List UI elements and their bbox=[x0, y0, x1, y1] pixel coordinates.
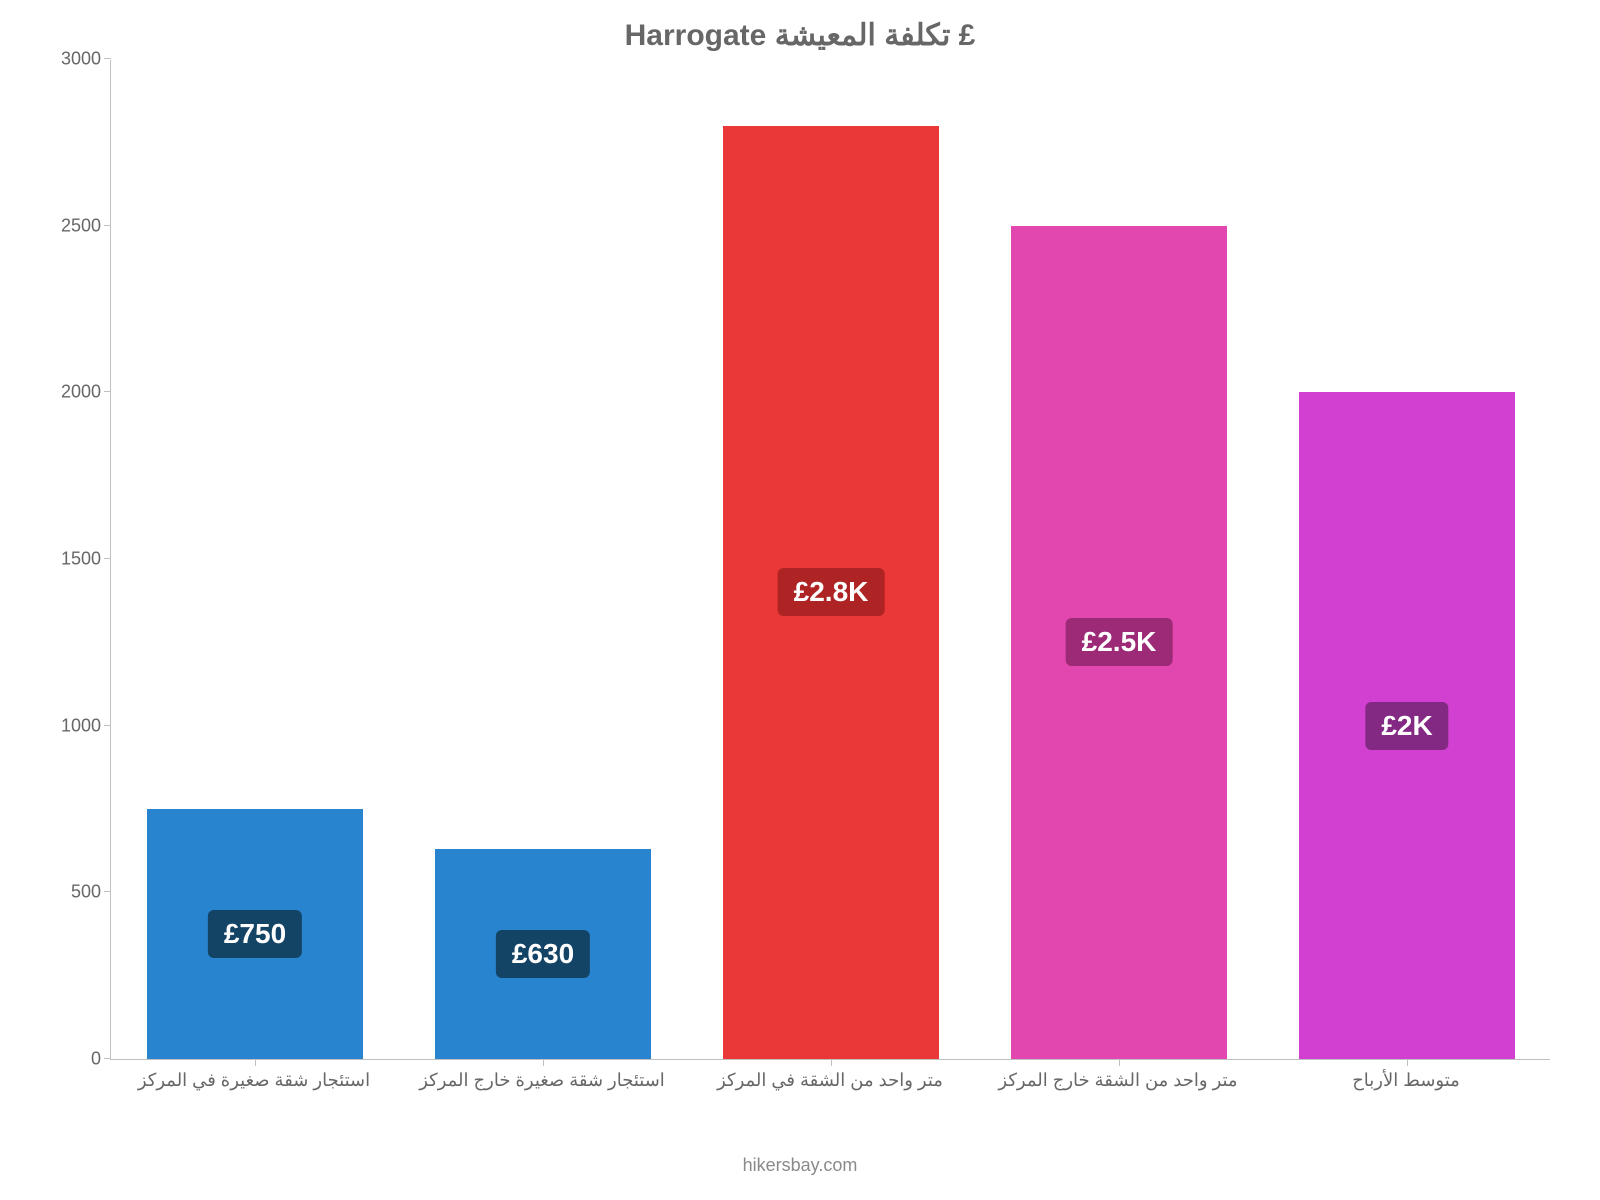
bar-value-label: £2.5K bbox=[1066, 618, 1173, 666]
x-tick-mark bbox=[1119, 1059, 1120, 1066]
y-tick-mark bbox=[104, 891, 111, 892]
y-tick-label: 2500 bbox=[31, 215, 101, 236]
y-tick-mark bbox=[104, 58, 111, 59]
bar: £2.8K bbox=[723, 126, 939, 1059]
y-tick-label: 500 bbox=[31, 882, 101, 903]
x-tick-mark bbox=[543, 1059, 544, 1066]
y-tick-mark bbox=[104, 225, 111, 226]
x-tick-mark bbox=[831, 1059, 832, 1066]
y-tick-label: 3000 bbox=[31, 49, 101, 70]
x-tick-mark bbox=[1407, 1059, 1408, 1066]
chart-container: Harrogate تكلفة المعيشة £ 0 500 1000 1500 20… bbox=[0, 0, 1600, 1200]
bar-value-label: £750 bbox=[208, 910, 302, 958]
x-axis-label: متوسط الأرباح bbox=[1262, 1070, 1550, 1091]
plot-area: 050010001500200025003000£750£630£2.8K£2.… bbox=[110, 60, 1550, 1060]
bar: £630 bbox=[435, 849, 651, 1059]
bar: £2K bbox=[1299, 392, 1515, 1059]
chart-title: Harrogate تكلفة المعيشة £ bbox=[0, 18, 1600, 53]
bar-value-label: £630 bbox=[496, 930, 590, 978]
bar: £2.5K bbox=[1011, 226, 1227, 1059]
bar-value-label: £2K bbox=[1365, 702, 1448, 750]
y-tick-label: 0 bbox=[31, 1049, 101, 1070]
y-tick-mark bbox=[104, 725, 111, 726]
x-tick-mark bbox=[255, 1059, 256, 1066]
bar: £750 bbox=[147, 809, 363, 1059]
x-axis-label: استئجار شقة صغيرة خارج المركز bbox=[398, 1070, 686, 1091]
y-tick-label: 1000 bbox=[31, 715, 101, 736]
y-tick-mark bbox=[104, 558, 111, 559]
y-tick-mark bbox=[104, 1058, 111, 1059]
x-axis-label: متر واحد من الشقة في المركز bbox=[686, 1070, 974, 1091]
y-tick-label: 2000 bbox=[31, 382, 101, 403]
bar-value-label: £2.8K bbox=[778, 568, 885, 616]
y-tick-mark bbox=[104, 391, 111, 392]
y-tick-label: 1500 bbox=[31, 549, 101, 570]
x-axis-label: متر واحد من الشقة خارج المركز bbox=[974, 1070, 1262, 1091]
chart-footer: hikersbay.com bbox=[0, 1155, 1600, 1176]
x-axis-label: استئجار شقة صغيرة في المركز bbox=[110, 1070, 398, 1091]
